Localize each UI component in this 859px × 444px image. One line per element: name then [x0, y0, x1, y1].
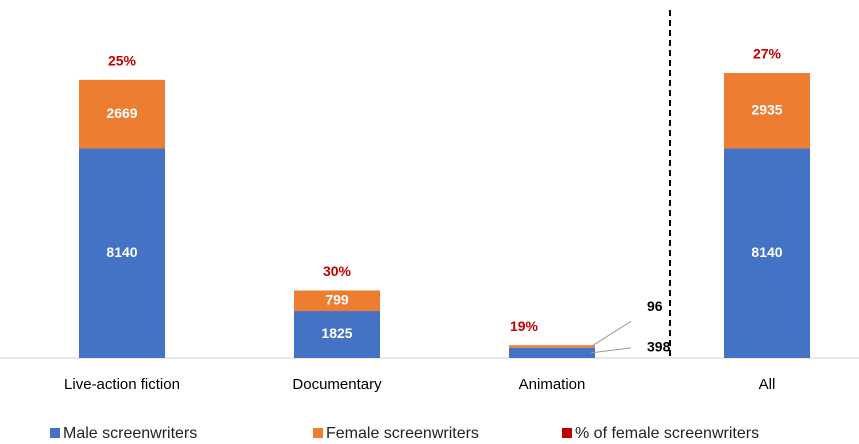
- segment-label: 8140: [751, 244, 782, 260]
- bar-segment: [724, 73, 810, 149]
- segment-label: 2669: [106, 105, 137, 121]
- bar-segment: [509, 347, 595, 358]
- x-tick-label: Live-action fiction: [64, 376, 180, 393]
- bar-segment: [79, 79, 165, 149]
- percent-label: 19%: [510, 318, 539, 334]
- legend-label: Male screenwriters: [63, 425, 197, 442]
- segment-label: 799: [325, 291, 349, 307]
- bar-segment: [724, 148, 810, 358]
- legend-swatch: [562, 428, 572, 438]
- segment-label: 2935: [751, 101, 782, 117]
- leader-line: [590, 347, 632, 354]
- x-tick-label: Animation: [519, 376, 586, 393]
- segment-label: 398: [647, 339, 671, 355]
- x-tick-label: Documentary: [292, 376, 382, 393]
- x-tick-label: All: [759, 376, 776, 393]
- percent-label: 30%: [323, 263, 352, 279]
- legend-swatch: [313, 428, 323, 438]
- bar-segment: [79, 148, 165, 358]
- bar-segment: [294, 311, 380, 358]
- legend-swatch: [50, 428, 60, 438]
- leader-line: [590, 320, 632, 347]
- bar-segment: [509, 345, 595, 348]
- segment-label: 8140: [106, 244, 137, 260]
- percent-label: 25%: [108, 53, 137, 69]
- bar-segment: [294, 290, 380, 312]
- segment-label: 96: [647, 298, 663, 314]
- segment-label: 1825: [321, 325, 352, 341]
- legend-label: % of female screenwriters: [575, 425, 759, 442]
- legend-label: Female screenwriters: [326, 425, 479, 442]
- percent-label: 27%: [753, 46, 782, 62]
